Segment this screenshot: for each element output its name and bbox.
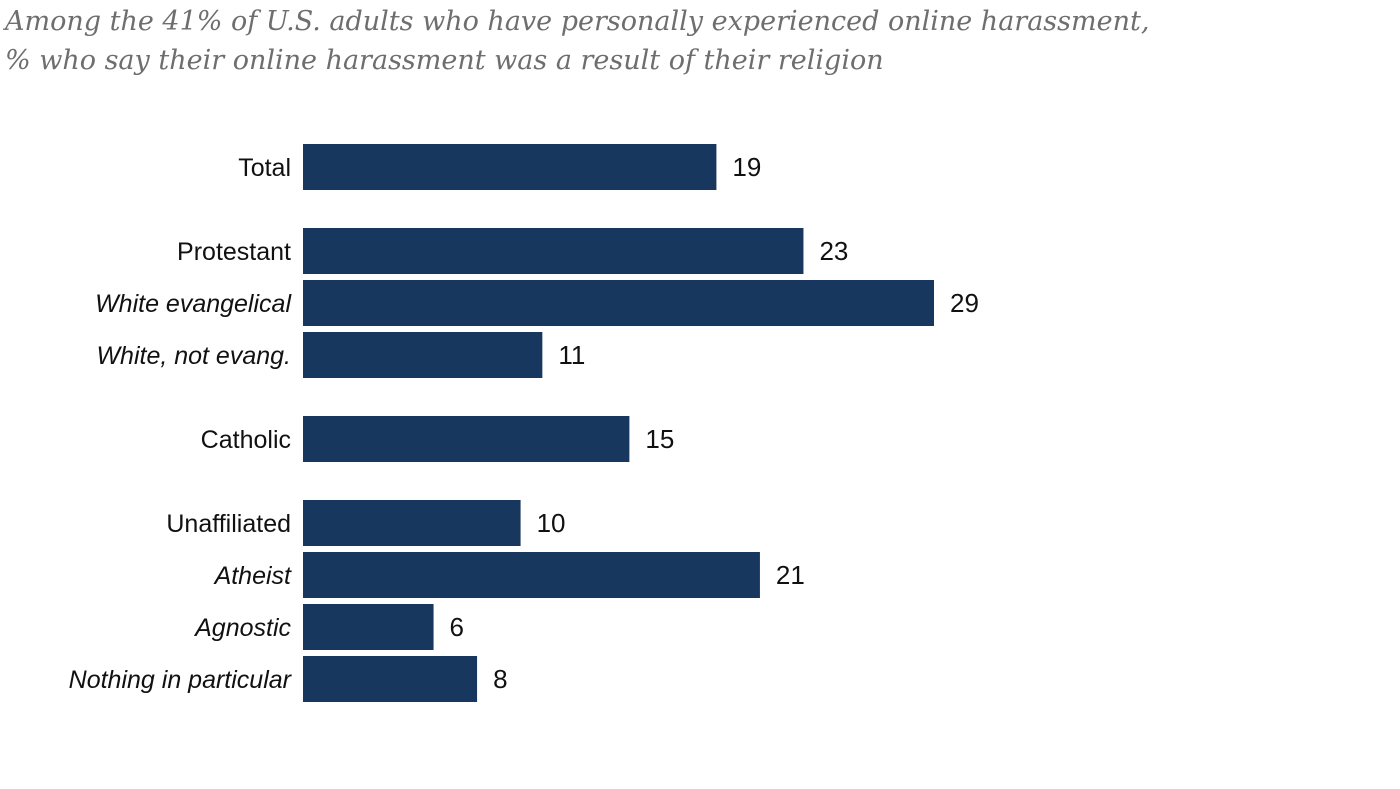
category-label-agnostic: Agnostic (193, 614, 291, 642)
value-label-unaffiliated: 10 (537, 508, 566, 538)
bar-unaffiliated (303, 500, 521, 546)
value-label-total: 19 (732, 152, 761, 182)
category-label-protestant: Protestant (177, 238, 291, 266)
value-label-atheist: 21 (776, 560, 805, 590)
bar-nothing-in-particular (303, 656, 478, 702)
bar-total (303, 144, 717, 190)
bar-protestant (303, 228, 804, 274)
bar-catholic (303, 416, 630, 462)
value-label-agnostic: 6 (450, 612, 464, 642)
value-label-white-evangelical: 29 (950, 288, 979, 318)
category-label-total: Total (238, 154, 291, 182)
value-label-protestant: 23 (819, 236, 848, 266)
category-label-nothing-in-particular: Nothing in particular (69, 666, 293, 694)
category-label-atheist: Atheist (213, 562, 292, 590)
category-label-unaffiliated: Unaffiliated (166, 510, 291, 538)
chart-subtitle-line-1: Among the 41% of U.S. adults who have pe… (5, 6, 1150, 37)
category-label-white-not-evang: White, not evang. (96, 342, 291, 370)
category-label-white-evangelical: White evangelical (95, 290, 292, 318)
bar-white-evangelical (303, 280, 934, 326)
category-label-catholic: Catholic (201, 426, 291, 454)
bar-white-not-evang (303, 332, 543, 378)
chart-subtitle: Among the 41% of U.S. adults who have pe… (5, 2, 1385, 80)
value-label-white-not-evang: 11 (558, 340, 585, 370)
value-label-nothing-in-particular: 8 (493, 664, 507, 694)
value-label-catholic: 15 (645, 424, 674, 454)
bar-agnostic (303, 604, 434, 650)
bar-atheist (303, 552, 760, 598)
chart-subtitle-line-2: % who say their online harassment was a … (5, 45, 884, 76)
